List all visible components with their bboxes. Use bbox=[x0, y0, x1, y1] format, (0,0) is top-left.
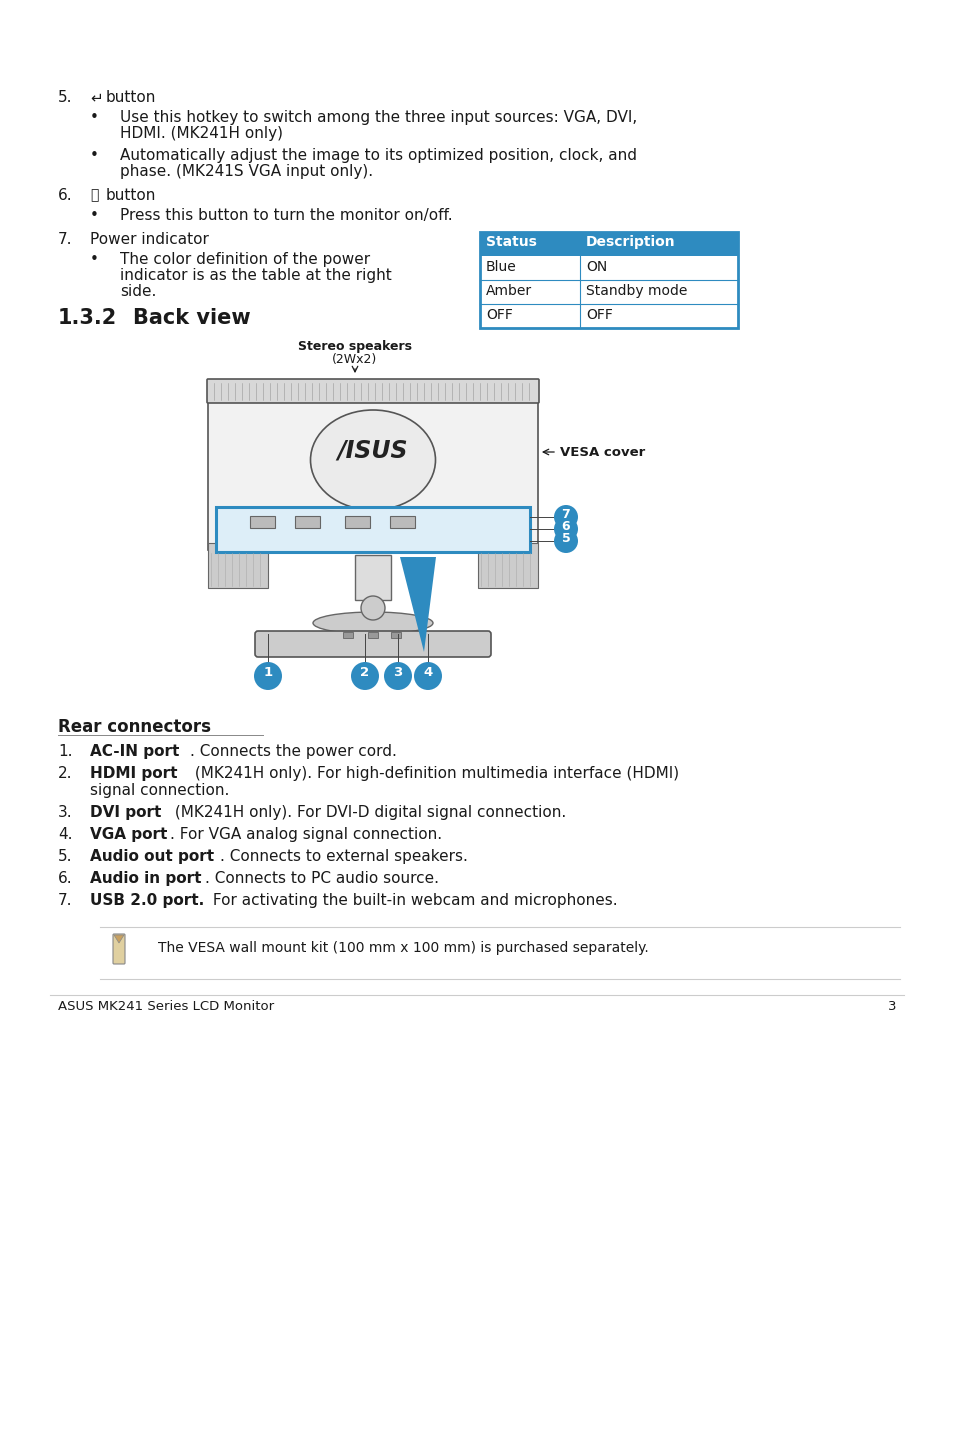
Bar bbox=[479, 256, 738, 280]
Text: 3: 3 bbox=[886, 999, 895, 1012]
Text: 1: 1 bbox=[263, 666, 273, 679]
Text: ⏻: ⏻ bbox=[90, 188, 98, 201]
Bar bbox=[479, 232, 738, 328]
Text: •: • bbox=[90, 209, 99, 223]
Text: Back view: Back view bbox=[132, 308, 251, 328]
FancyBboxPatch shape bbox=[207, 380, 538, 403]
Polygon shape bbox=[113, 935, 124, 943]
Bar bbox=[479, 303, 738, 328]
Text: USB 2.0 port.: USB 2.0 port. bbox=[90, 893, 204, 907]
Text: 7.: 7. bbox=[58, 232, 72, 247]
Text: 5.: 5. bbox=[58, 848, 72, 864]
Text: HDMI port: HDMI port bbox=[90, 766, 177, 781]
Text: Status: Status bbox=[485, 234, 537, 249]
Text: phase. (MK241S VGA input only).: phase. (MK241S VGA input only). bbox=[120, 164, 373, 178]
Text: Standby mode: Standby mode bbox=[585, 283, 687, 298]
Text: HDMI. (MK241H only): HDMI. (MK241H only) bbox=[120, 127, 283, 141]
Text: (2Wx2): (2Wx2) bbox=[332, 352, 377, 367]
Text: Amber: Amber bbox=[485, 283, 532, 298]
Text: . Connects to PC audio source.: . Connects to PC audio source. bbox=[205, 871, 438, 886]
Bar bbox=[368, 631, 377, 638]
Text: ON: ON bbox=[585, 260, 607, 275]
Text: •: • bbox=[90, 148, 99, 162]
Text: 4.: 4. bbox=[58, 827, 72, 843]
Text: Automatically adjust the image to its optimized position, clock, and: Automatically adjust the image to its op… bbox=[120, 148, 637, 162]
Text: Use this hotkey to switch among the three input sources: VGA, DVI,: Use this hotkey to switch among the thre… bbox=[120, 109, 637, 125]
Text: Blue: Blue bbox=[485, 260, 517, 275]
Text: Description: Description bbox=[585, 234, 675, 249]
Text: 2: 2 bbox=[360, 666, 369, 679]
Text: indicator is as the table at the right: indicator is as the table at the right bbox=[120, 267, 392, 283]
Text: 3.: 3. bbox=[58, 805, 72, 820]
Text: 5.: 5. bbox=[58, 91, 72, 105]
Text: OFF: OFF bbox=[485, 308, 513, 322]
Circle shape bbox=[554, 518, 578, 541]
Bar bbox=[479, 232, 738, 256]
Bar bbox=[250, 516, 274, 528]
Text: Power indicator: Power indicator bbox=[90, 232, 209, 247]
Bar bbox=[477, 544, 537, 588]
Circle shape bbox=[253, 661, 282, 690]
Ellipse shape bbox=[313, 613, 433, 634]
Circle shape bbox=[351, 661, 378, 690]
Text: OFF: OFF bbox=[585, 308, 612, 322]
Text: 6.: 6. bbox=[58, 871, 72, 886]
Text: 5: 5 bbox=[561, 532, 570, 545]
Text: button: button bbox=[106, 188, 156, 203]
Text: 2.: 2. bbox=[58, 766, 72, 781]
Text: 1.3.2: 1.3.2 bbox=[58, 308, 117, 328]
Text: VESA cover: VESA cover bbox=[559, 446, 644, 459]
Text: side.: side. bbox=[120, 283, 156, 299]
Text: Press this button to turn the monitor on/off.: Press this button to turn the monitor on… bbox=[120, 209, 452, 223]
Circle shape bbox=[414, 661, 441, 690]
Text: DVI port: DVI port bbox=[90, 805, 161, 820]
Text: Audio out port: Audio out port bbox=[90, 848, 213, 864]
Text: (MK241H only). For high-definition multimedia interface (HDMI): (MK241H only). For high-definition multi… bbox=[190, 766, 679, 781]
Circle shape bbox=[554, 505, 578, 529]
Circle shape bbox=[554, 529, 578, 554]
FancyBboxPatch shape bbox=[254, 631, 491, 657]
Text: . For VGA analog signal connection.: . For VGA analog signal connection. bbox=[170, 827, 441, 843]
Polygon shape bbox=[399, 557, 436, 651]
Bar bbox=[479, 280, 738, 303]
Text: 4: 4 bbox=[423, 666, 432, 679]
Circle shape bbox=[360, 595, 385, 620]
Bar bbox=[343, 631, 353, 638]
Bar bbox=[391, 631, 400, 638]
Circle shape bbox=[384, 661, 412, 690]
Text: signal connection.: signal connection. bbox=[90, 784, 229, 798]
Text: ASUS MK241 Series LCD Monitor: ASUS MK241 Series LCD Monitor bbox=[58, 999, 274, 1012]
FancyBboxPatch shape bbox=[112, 935, 125, 963]
Text: Rear connectors: Rear connectors bbox=[58, 718, 211, 736]
Text: •: • bbox=[90, 109, 99, 125]
Text: (MK241H only). For DVI-D digital signal connection.: (MK241H only). For DVI-D digital signal … bbox=[170, 805, 566, 820]
Text: . Connects the power cord.: . Connects the power cord. bbox=[190, 743, 396, 759]
Text: 7: 7 bbox=[561, 508, 570, 521]
Text: •: • bbox=[90, 252, 99, 267]
Bar bbox=[390, 516, 415, 528]
Bar bbox=[215, 508, 530, 552]
Text: The VESA wall mount kit (100 mm x 100 mm) is purchased separately.: The VESA wall mount kit (100 mm x 100 mm… bbox=[158, 940, 648, 955]
Text: ↵: ↵ bbox=[90, 91, 103, 105]
Text: . Connects to external speakers.: . Connects to external speakers. bbox=[220, 848, 467, 864]
Ellipse shape bbox=[310, 410, 435, 510]
Bar bbox=[208, 544, 268, 588]
Text: /ISUS: /ISUS bbox=[337, 439, 408, 462]
Text: The color definition of the power: The color definition of the power bbox=[120, 252, 370, 267]
Bar bbox=[294, 516, 319, 528]
Text: button: button bbox=[106, 91, 156, 105]
Text: 6: 6 bbox=[561, 519, 570, 532]
Bar bbox=[355, 555, 391, 600]
Text: VGA port: VGA port bbox=[90, 827, 167, 843]
Text: 6.: 6. bbox=[58, 188, 72, 203]
Text: AC-IN port: AC-IN port bbox=[90, 743, 179, 759]
Text: For activating the built-in webcam and microphones.: For activating the built-in webcam and m… bbox=[208, 893, 617, 907]
Bar bbox=[208, 380, 537, 549]
Text: 7.: 7. bbox=[58, 893, 72, 907]
Bar bbox=[345, 516, 370, 528]
Text: 1.: 1. bbox=[58, 743, 72, 759]
Text: 3: 3 bbox=[393, 666, 402, 679]
Text: Audio in port: Audio in port bbox=[90, 871, 201, 886]
Text: Stereo speakers: Stereo speakers bbox=[297, 339, 412, 352]
